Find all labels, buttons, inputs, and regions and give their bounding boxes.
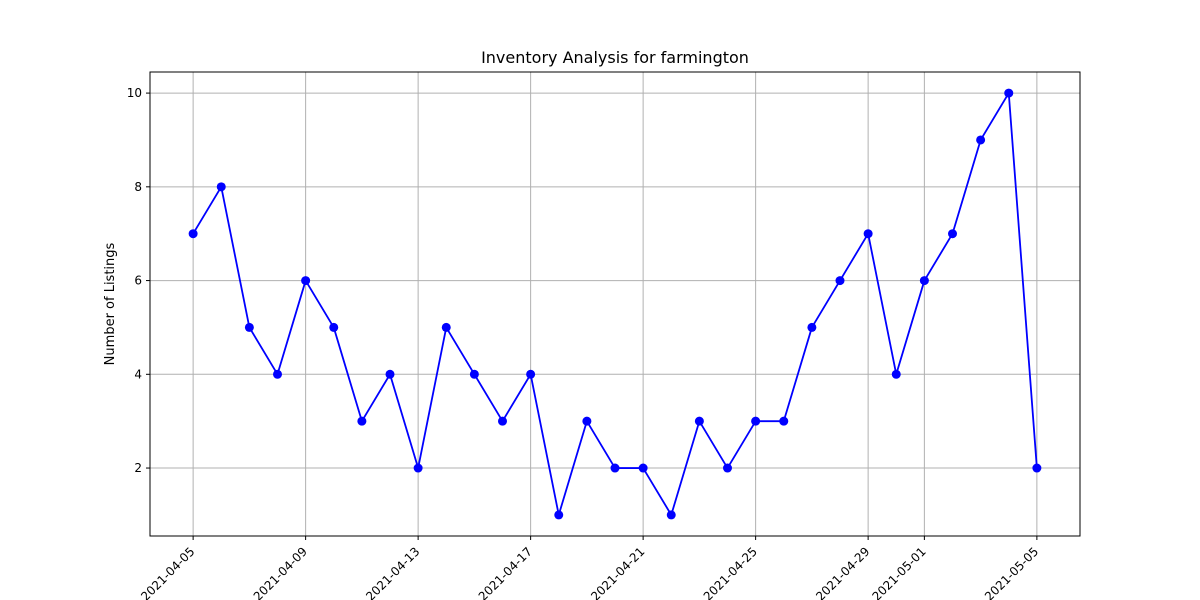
data-point [498,416,507,426]
data-point [610,463,620,473]
chart-title: Inventory Analysis for farmington [481,48,749,67]
data-point [638,463,648,473]
data-point [554,510,564,520]
y-tick-label: 6 [134,274,142,288]
x-tick-label: 2021-04-13 [363,544,422,600]
data-point [835,276,845,286]
y-tick-label: 8 [134,180,142,194]
y-tick-label: 2 [134,461,142,475]
data-point [357,416,367,426]
x-tick-label: 2021-05-05 [982,544,1041,600]
data-point [526,369,536,379]
data-point [863,229,873,239]
x-tick-label: 2021-05-01 [869,544,928,600]
data-point [751,416,761,426]
data-point [919,276,929,286]
data-point [273,369,282,379]
x-tick-label: 2021-04-09 [251,544,310,600]
y-tick-label: 4 [134,367,142,381]
data-point [1004,88,1014,98]
series [188,88,1042,520]
series-line [192,92,1038,516]
data-point [666,510,676,520]
data-point [582,416,592,426]
data-point [329,322,339,332]
data-point [413,463,423,473]
data-point [385,369,395,379]
data-point [948,229,957,239]
data-point [441,322,451,332]
data-point [469,369,479,379]
data-point [301,276,311,286]
data-point [723,463,732,473]
data-point [694,416,704,426]
data-point [807,322,817,332]
axis-ticks: 2 4 6 8 10 2021-04-05 2021-04-09 2021-04-13 2021… [127,86,1041,600]
data-point [188,229,198,239]
data-point [976,135,986,145]
data-point [1032,463,1042,473]
x-tick-label: 2021-04-17 [476,544,535,600]
x-tick-label: 2021-04-25 [701,544,760,600]
data-point [216,182,226,192]
y-tick-label: 10 [127,86,142,100]
x-tick-label: 2021-04-29 [813,544,872,600]
data-point [244,322,254,332]
data-point [779,416,789,426]
x-tick-label: 2021-04-21 [588,544,647,600]
y-axis-label: Number of Listings [103,242,118,365]
data-point [891,369,901,379]
plot-frame [149,71,1081,537]
x-tick-label: 2021-04-05 [138,544,197,600]
